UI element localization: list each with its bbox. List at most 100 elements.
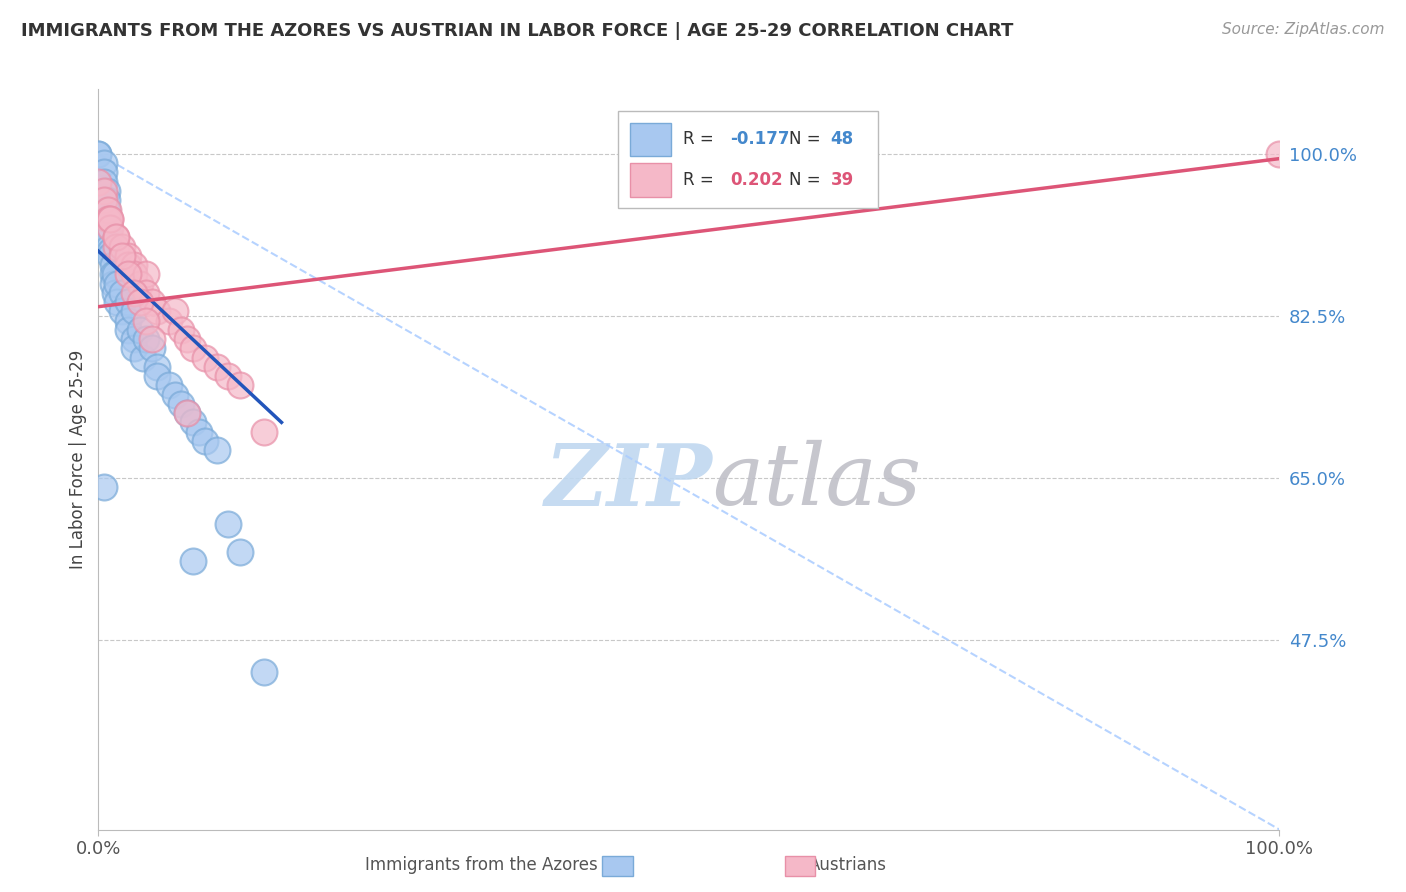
Point xyxy=(157,378,180,392)
Text: 0.202: 0.202 xyxy=(730,170,783,188)
Point xyxy=(122,258,145,272)
Point xyxy=(170,397,193,411)
Point xyxy=(141,295,163,310)
Point xyxy=(122,342,145,356)
Point xyxy=(176,332,198,346)
Text: ZIP: ZIP xyxy=(544,440,713,524)
Point xyxy=(157,313,180,327)
Point xyxy=(117,313,139,327)
Bar xyxy=(630,163,671,196)
Point xyxy=(105,230,128,244)
Point xyxy=(205,359,228,374)
Point xyxy=(98,230,121,244)
Point xyxy=(117,295,139,310)
Point xyxy=(122,304,145,318)
Point xyxy=(111,249,134,263)
Point xyxy=(117,258,139,272)
Point xyxy=(165,387,187,401)
Point xyxy=(165,304,187,318)
Y-axis label: In Labor Force | Age 25-29: In Labor Force | Age 25-29 xyxy=(69,350,87,569)
Point xyxy=(122,332,145,346)
Text: IMMIGRANTS FROM THE AZORES VS AUSTRIAN IN LABOR FORCE | AGE 25-29 CORRELATION CH: IMMIGRANTS FROM THE AZORES VS AUSTRIAN I… xyxy=(21,22,1014,40)
Point xyxy=(117,268,139,282)
Text: R =: R = xyxy=(683,130,718,148)
Point xyxy=(93,175,115,189)
Point xyxy=(176,406,198,420)
Point xyxy=(117,249,139,263)
Point xyxy=(253,665,276,680)
Text: -0.177: -0.177 xyxy=(730,130,790,148)
Point xyxy=(146,369,169,384)
Point xyxy=(98,244,121,259)
Point xyxy=(105,230,128,244)
Point xyxy=(194,351,217,365)
Point xyxy=(111,304,134,318)
FancyBboxPatch shape xyxy=(619,112,877,208)
Point xyxy=(87,147,110,161)
Point xyxy=(101,268,124,282)
Point xyxy=(217,369,239,384)
Point xyxy=(97,202,120,217)
Point xyxy=(96,193,118,207)
Point xyxy=(98,211,121,226)
Point xyxy=(194,434,217,448)
Point xyxy=(170,323,193,337)
Point xyxy=(98,239,121,253)
Point xyxy=(98,221,121,235)
Point xyxy=(97,211,120,226)
Point xyxy=(128,295,150,310)
Point xyxy=(111,239,134,253)
Point xyxy=(87,175,110,189)
Text: 48: 48 xyxy=(831,130,853,148)
Point xyxy=(181,416,204,430)
Point xyxy=(93,165,115,179)
Point xyxy=(181,342,204,356)
Point xyxy=(229,545,252,559)
Point xyxy=(111,285,134,300)
Point xyxy=(122,268,145,282)
Text: atlas: atlas xyxy=(713,441,922,523)
Point xyxy=(96,184,118,198)
Point xyxy=(135,285,157,300)
Point xyxy=(104,285,127,300)
Point xyxy=(146,304,169,318)
Point xyxy=(181,554,204,568)
Point xyxy=(135,268,157,282)
Point xyxy=(93,193,115,207)
Point xyxy=(141,332,163,346)
Text: N =: N = xyxy=(789,170,827,188)
Point xyxy=(217,517,239,532)
Text: Austrians: Austrians xyxy=(808,856,886,874)
Point xyxy=(96,211,118,226)
Point xyxy=(146,359,169,374)
Point xyxy=(96,202,118,217)
Point xyxy=(128,323,150,337)
Text: 39: 39 xyxy=(831,170,853,188)
Point xyxy=(101,277,124,291)
Point xyxy=(176,406,198,420)
Point xyxy=(205,443,228,458)
Point xyxy=(98,249,121,263)
Point xyxy=(187,425,209,439)
Text: Immigrants from the Azores: Immigrants from the Azores xyxy=(364,856,598,874)
Point xyxy=(132,351,155,365)
Point xyxy=(253,425,276,439)
Point xyxy=(105,277,128,291)
Point xyxy=(101,258,124,272)
Bar xyxy=(630,122,671,156)
Point xyxy=(105,295,128,310)
Text: R =: R = xyxy=(683,170,718,188)
Point xyxy=(98,211,121,226)
Point xyxy=(117,323,139,337)
Point xyxy=(135,313,157,327)
Point xyxy=(93,480,115,494)
Point xyxy=(122,285,145,300)
Point xyxy=(93,156,115,170)
Text: Source: ZipAtlas.com: Source: ZipAtlas.com xyxy=(1222,22,1385,37)
Point xyxy=(229,378,252,392)
Point xyxy=(105,239,128,253)
Text: N =: N = xyxy=(789,130,827,148)
Point xyxy=(128,277,150,291)
Point xyxy=(93,184,115,198)
Point xyxy=(135,332,157,346)
